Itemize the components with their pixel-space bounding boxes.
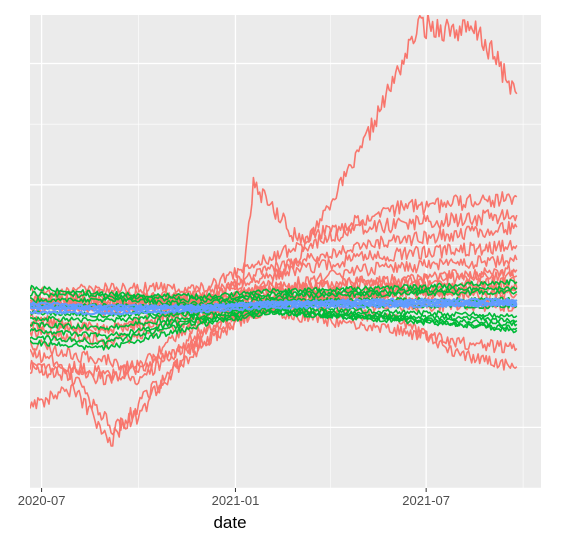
x-tick-label: 2021-07 [402,493,450,508]
series-line-blue [30,300,518,311]
x-tick-label: 2020-07 [18,493,66,508]
series-layer [30,15,518,447]
series-line-green [30,310,518,351]
series-line-blue [30,302,518,316]
series-line-red [30,176,518,306]
x-tick-label: 2021-01 [212,493,260,508]
series-line-green [30,309,518,346]
series-line-green [30,278,518,300]
x-axis-title: date [213,513,246,532]
series-line-green [30,285,518,303]
series-line-red [30,305,518,373]
series-line-red [30,209,518,300]
series-line-green [30,289,518,307]
x-axis-ticks: 2020-07 2021-01 2021-07 [18,488,450,508]
